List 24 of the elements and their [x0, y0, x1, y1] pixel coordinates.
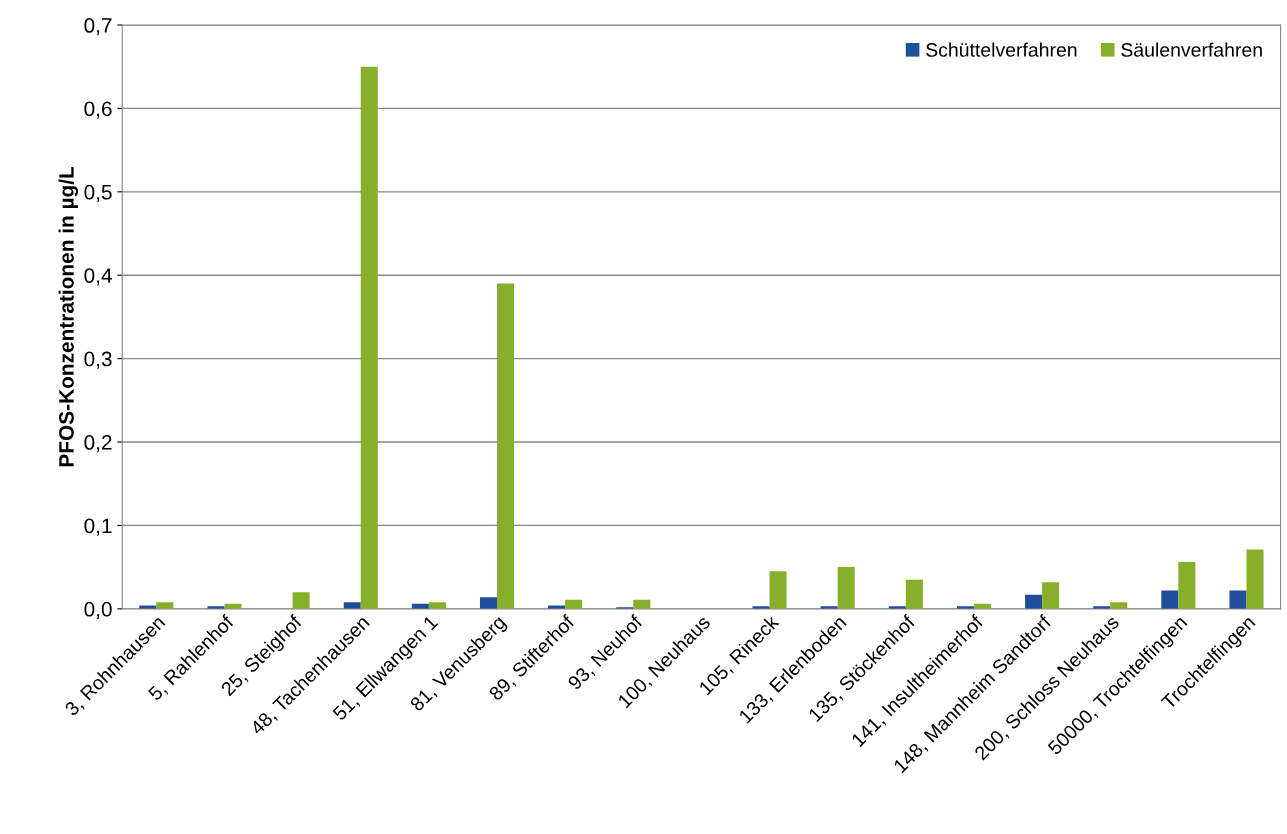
y-axis-title: PFOS-Konzentrationen in µg/L [58, 166, 79, 467]
bar [905, 579, 923, 609]
bar [1246, 549, 1264, 609]
bar [1178, 562, 1196, 609]
bar [1229, 590, 1247, 609]
y-tick-label: 0,0 [84, 601, 112, 620]
bar [1161, 590, 1179, 609]
bar [479, 597, 498, 609]
bar [837, 567, 855, 609]
y-tick-label: 0,7 [84, 18, 112, 36]
bar [769, 571, 787, 609]
legend-label: Säulenverfahren [1121, 42, 1262, 57]
bar [497, 283, 515, 609]
bar [292, 592, 310, 609]
bar [1042, 582, 1060, 609]
y-tick-label: 0,1 [84, 518, 112, 536]
y-tick-label: 0,2 [84, 435, 112, 453]
bar [360, 66, 378, 609]
legend-label: Schüttelverfahren [926, 42, 1077, 57]
y-tick-label: 0,5 [84, 184, 112, 203]
bar [1025, 594, 1043, 609]
y-tick-label: 0,3 [84, 351, 112, 369]
y-tick-label: 0,4 [84, 268, 112, 286]
y-tick-label: 0,6 [84, 101, 112, 119]
